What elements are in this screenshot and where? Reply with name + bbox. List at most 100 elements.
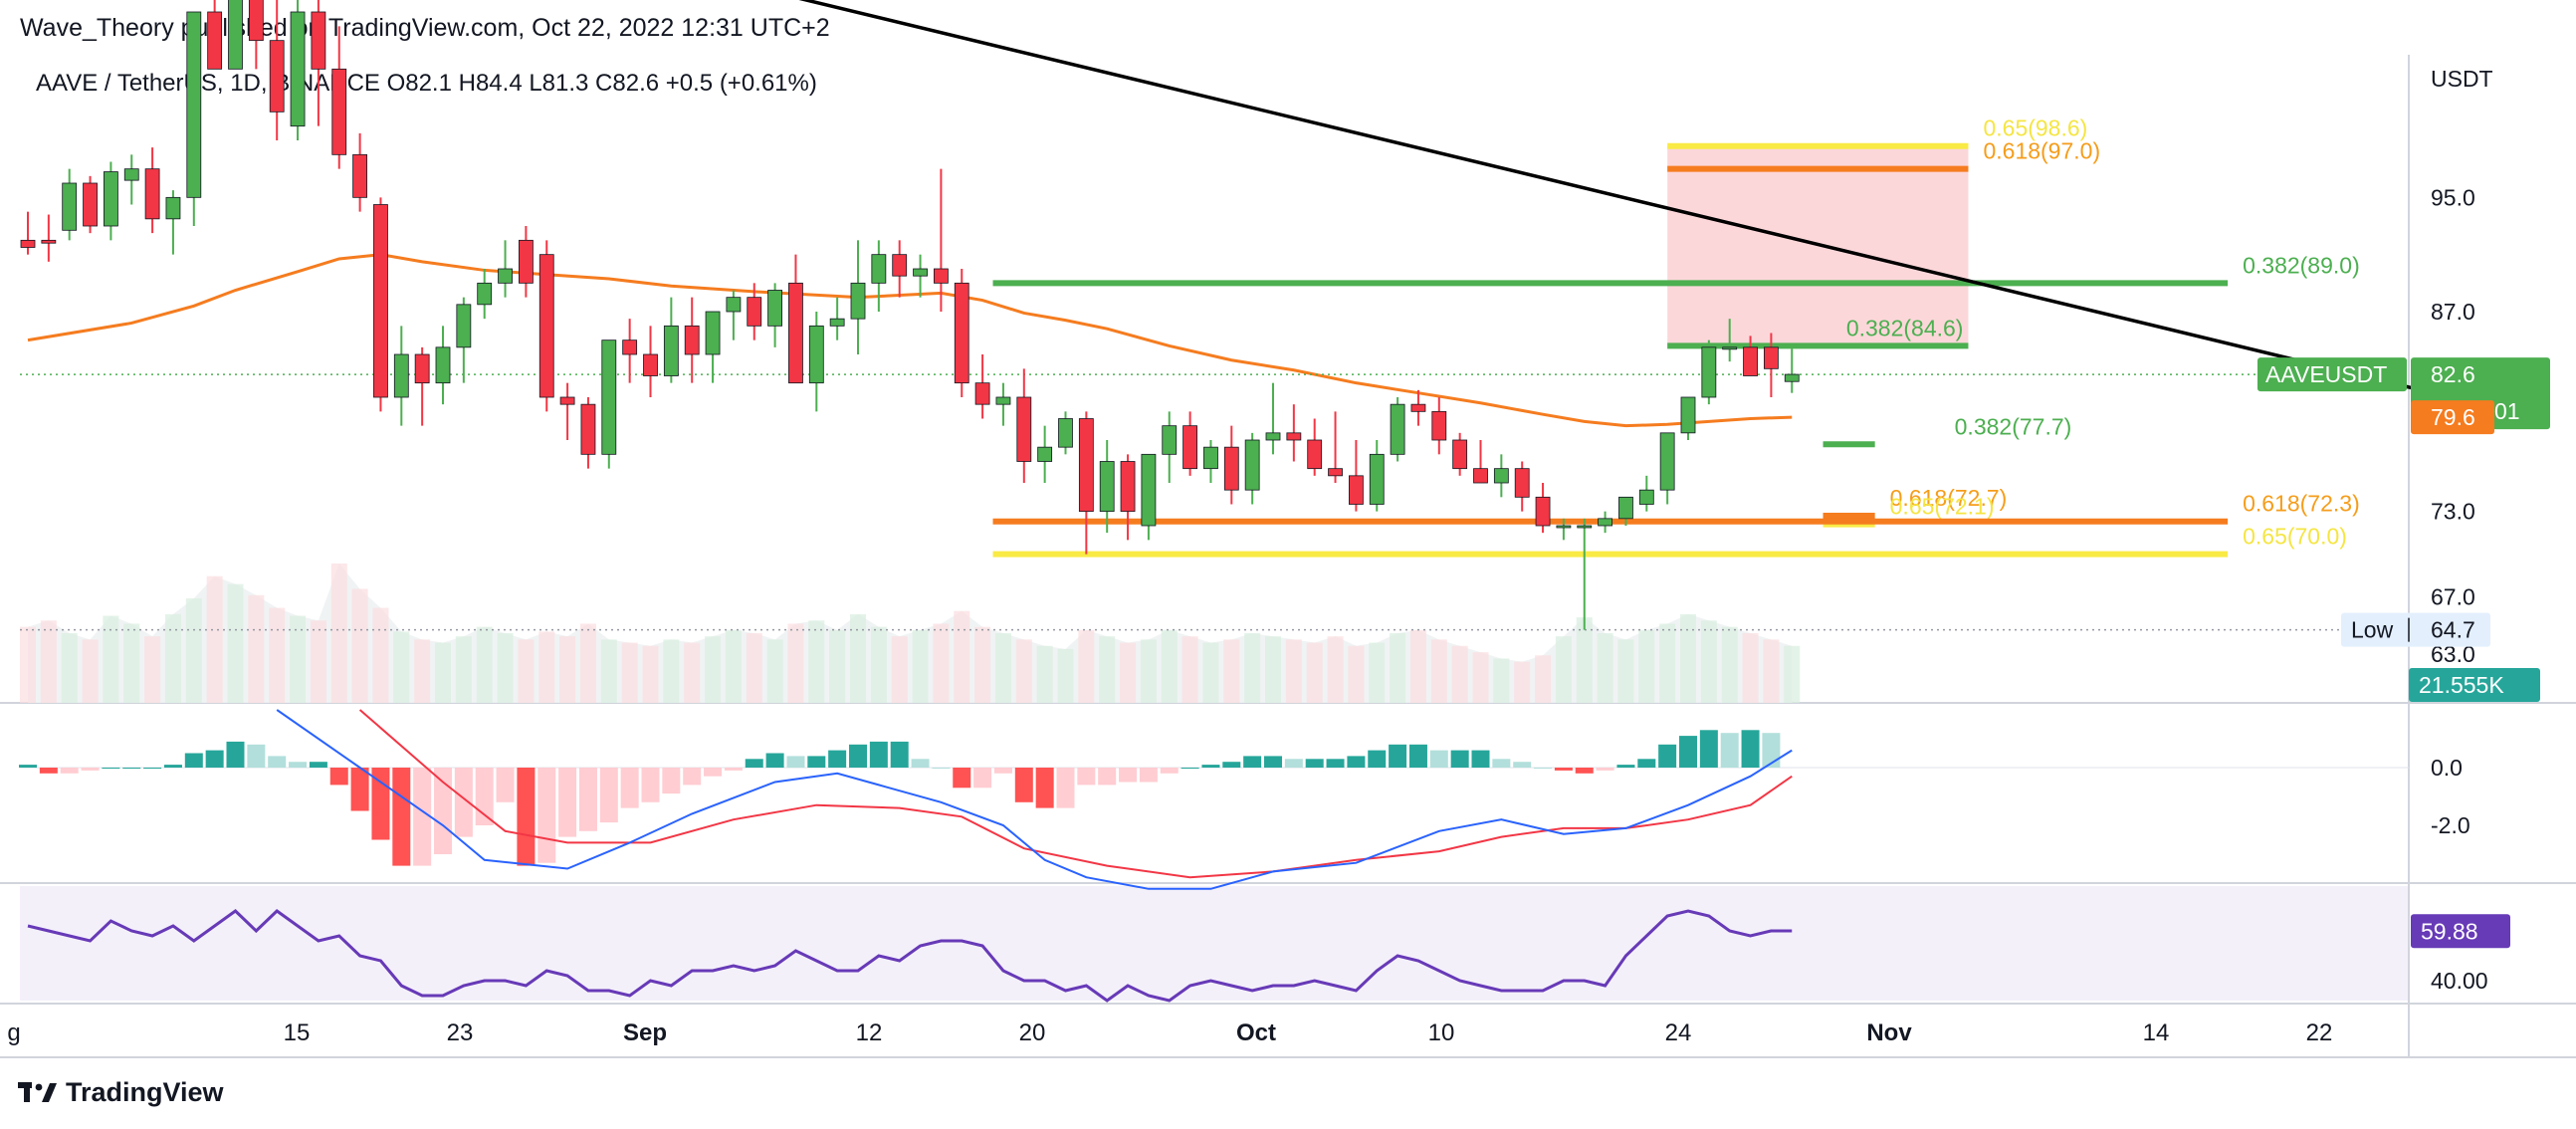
time-tick-label: 20 bbox=[1019, 1019, 1046, 1046]
macd-histogram-bar bbox=[558, 768, 577, 837]
macd-histogram-bar bbox=[1741, 730, 1760, 768]
volume-bar bbox=[933, 623, 950, 703]
volume-bar bbox=[248, 594, 265, 703]
price-candles bbox=[20, 0, 1800, 630]
volume-tag-bg bbox=[2409, 668, 2540, 702]
macd-histogram-bar bbox=[1160, 768, 1179, 774]
volume-bar bbox=[1285, 639, 1302, 703]
candle-body bbox=[995, 396, 1011, 405]
trendline bbox=[798, 0, 2540, 421]
volume-bar bbox=[1576, 617, 1593, 703]
candle-body bbox=[559, 396, 575, 405]
ema-tag-value: 79.6 bbox=[2431, 404, 2475, 430]
volume-bar bbox=[1306, 642, 1323, 703]
candle-body bbox=[1659, 432, 1675, 491]
volume-bar bbox=[1597, 633, 1613, 703]
volume-bar bbox=[206, 575, 223, 703]
candle-body bbox=[705, 311, 721, 355]
time-tick-label: 15 bbox=[284, 1019, 311, 1046]
volume-bar bbox=[414, 639, 431, 703]
volume-bar bbox=[538, 631, 555, 703]
candle-body bbox=[228, 0, 243, 70]
candle-body bbox=[435, 346, 451, 384]
macd-histogram-bar bbox=[932, 768, 951, 769]
macd-histogram-bar bbox=[1139, 768, 1158, 783]
macd-histogram-bar bbox=[1326, 759, 1345, 768]
candle-body bbox=[1307, 439, 1323, 470]
macd-histogram-bar bbox=[828, 750, 847, 768]
time-tick-label: 24 bbox=[1665, 1019, 1692, 1046]
price-tick-label: 95.0 bbox=[2431, 184, 2475, 210]
volume-bar bbox=[642, 645, 659, 703]
candle-body bbox=[1223, 446, 1239, 491]
candle-body bbox=[913, 268, 928, 277]
volume-bar bbox=[1120, 642, 1137, 703]
candle-body bbox=[788, 282, 803, 384]
macd-histogram-bar bbox=[163, 765, 182, 768]
candle-body bbox=[62, 182, 78, 231]
candle-body bbox=[747, 297, 762, 327]
symbol-tag: AAVEUSDT bbox=[2265, 361, 2387, 387]
ema-tag-bg bbox=[2411, 400, 2494, 435]
candle-body bbox=[954, 282, 969, 384]
candle-body bbox=[1078, 418, 1094, 513]
macd-histogram-bar bbox=[1035, 768, 1054, 808]
candle-body bbox=[1286, 432, 1302, 441]
volume-bar bbox=[1390, 633, 1406, 703]
macd-histogram-bar bbox=[807, 756, 826, 768]
macd-histogram-bar bbox=[1305, 759, 1324, 768]
candle-body bbox=[1514, 468, 1530, 498]
volume-bar bbox=[1369, 642, 1386, 703]
macd-histogram-bar bbox=[1243, 756, 1262, 768]
candle-body bbox=[414, 353, 430, 384]
macd-histogram-bar bbox=[704, 768, 723, 777]
price-tick-label: 67.0 bbox=[2431, 584, 2475, 610]
tradingview-logo-icon bbox=[18, 1081, 57, 1102]
candle-body bbox=[393, 353, 409, 398]
volume-bar bbox=[290, 615, 307, 703]
candle-body bbox=[601, 339, 617, 455]
volume-bar bbox=[684, 642, 701, 703]
macd-histogram-bar bbox=[1471, 750, 1490, 768]
last-price-value: 82.6 bbox=[2431, 361, 2475, 387]
volume-bar bbox=[476, 626, 493, 703]
volume-bar bbox=[227, 583, 244, 703]
macd-histogram-bar bbox=[1679, 736, 1697, 768]
volume-histogram bbox=[20, 564, 1801, 703]
time-tick-label: 12 bbox=[856, 1019, 883, 1046]
macd-histogram-bar bbox=[1575, 768, 1594, 774]
volume-bar bbox=[351, 588, 368, 703]
candle-body bbox=[104, 171, 118, 227]
volume-bar bbox=[144, 636, 161, 703]
macd-histogram-bar bbox=[1720, 733, 1739, 768]
macd-histogram-bar bbox=[537, 768, 556, 863]
volume-bar bbox=[82, 639, 99, 703]
ema-line-path bbox=[27, 253, 1793, 428]
tradingview-branding[interactable]: TradingView bbox=[18, 1077, 224, 1108]
candle-body bbox=[1120, 461, 1136, 513]
candle-body bbox=[1764, 346, 1779, 369]
price-tick-label: 73.0 bbox=[2431, 499, 2475, 525]
volume-bar bbox=[1099, 636, 1116, 703]
macd-signal-line bbox=[358, 709, 1793, 879]
volume-bar bbox=[994, 633, 1011, 703]
rsi-pane bbox=[27, 909, 1793, 1003]
macd-histogram-bar bbox=[1513, 762, 1532, 768]
macd-histogram-bar bbox=[620, 768, 639, 808]
macd-histogram-bar bbox=[309, 762, 327, 768]
volume-bar bbox=[621, 642, 638, 703]
candle-body bbox=[1743, 346, 1758, 376]
candle-body bbox=[1390, 403, 1405, 455]
candle-body bbox=[477, 282, 493, 306]
macd-histogram-bar bbox=[517, 768, 536, 866]
fib-level-label: 0.618(72.7) bbox=[1890, 485, 2008, 511]
macd-histogram-bar bbox=[102, 768, 120, 769]
volume-bar bbox=[1535, 655, 1552, 703]
macd-histogram-bar bbox=[392, 768, 411, 866]
candle-body bbox=[269, 40, 285, 113]
candle-body bbox=[83, 182, 98, 227]
volume-bar bbox=[1680, 613, 1696, 703]
macd-histogram-bar bbox=[454, 768, 473, 837]
rsi-tag-value: 59.88 bbox=[2421, 918, 2478, 944]
